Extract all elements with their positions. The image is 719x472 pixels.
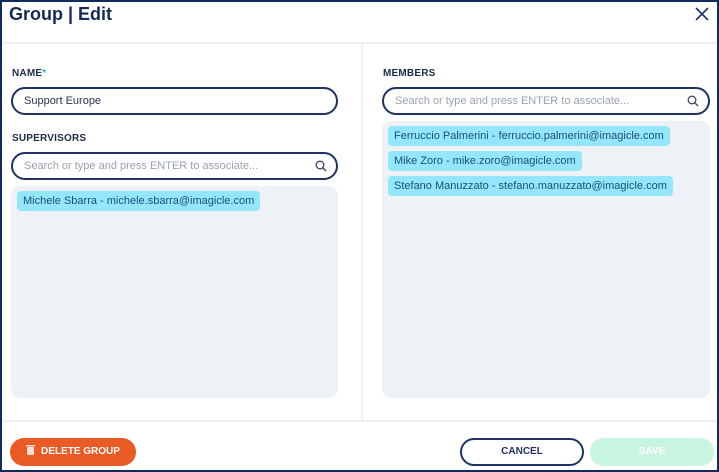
delete-group-button[interactable]: DELETE GROUP bbox=[10, 438, 136, 466]
footer-divider bbox=[2, 420, 717, 422]
search-icon[interactable] bbox=[315, 160, 327, 172]
members-search-input[interactable]: Search or type and press ENTER to associ… bbox=[382, 87, 710, 115]
member-chip[interactable]: Mike Zoro - mike.zoro@imagicle.com bbox=[388, 151, 582, 171]
supervisor-chip[interactable]: Michele Sbarra - michele.sbarra@imagicle… bbox=[17, 191, 261, 211]
supervisors-search-input[interactable]: Search or type and press ENTER to associ… bbox=[11, 152, 338, 180]
member-chip[interactable]: Stefano Manuzzato - stefano.manuzzato@im… bbox=[388, 176, 673, 196]
supervisors-list: Michele Sbarra - michele.sbarra@imagicle… bbox=[11, 186, 338, 398]
members-label: MEMBERS bbox=[383, 68, 436, 79]
members-list: Ferruccio Palmerini - ferruccio.palmerin… bbox=[382, 121, 710, 398]
search-icon[interactable] bbox=[687, 95, 699, 107]
dialog-title: Group | Edit bbox=[9, 4, 113, 24]
name-label: NAME* bbox=[12, 68, 47, 79]
save-button[interactable]: SAVE bbox=[590, 438, 714, 466]
name-input[interactable] bbox=[11, 87, 338, 115]
trash-icon bbox=[26, 445, 36, 455]
column-divider bbox=[361, 44, 363, 422]
member-chip[interactable]: Ferruccio Palmerini - ferruccio.palmerin… bbox=[388, 126, 670, 146]
header-divider bbox=[2, 42, 717, 44]
close-icon[interactable] bbox=[693, 5, 711, 23]
supervisors-label: SUPERVISORS bbox=[12, 133, 87, 144]
cancel-button[interactable]: CANCEL bbox=[460, 438, 584, 466]
